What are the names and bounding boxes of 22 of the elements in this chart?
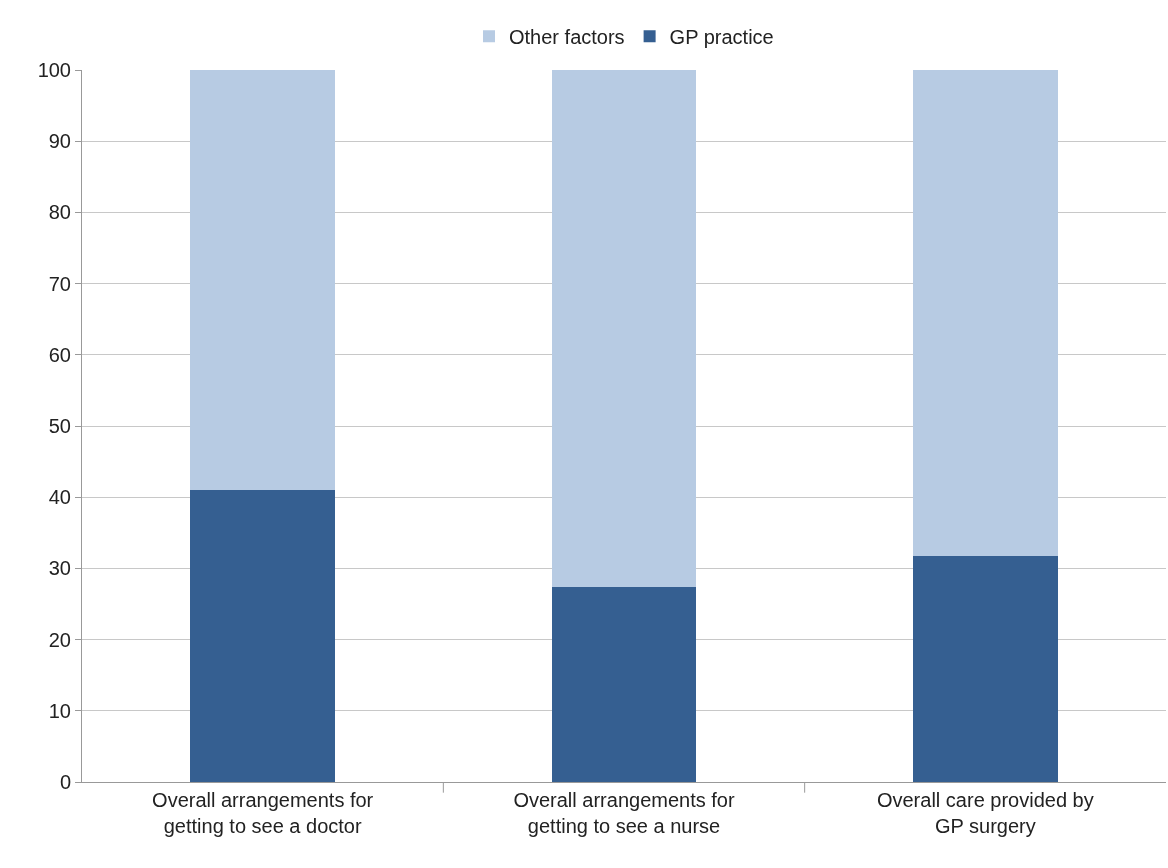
- y-tick-label: 30: [48, 557, 71, 580]
- bar: [551, 70, 697, 587]
- bar: [190, 490, 335, 782]
- y-tick-label: 70: [48, 272, 71, 295]
- bar: [551, 586, 697, 782]
- y-tick-label: 40: [48, 486, 71, 509]
- y-tick-label: 80: [48, 201, 71, 224]
- x-tick-label: Overall arrangements for getting to see a nurse: [513, 789, 735, 837]
- bar: [913, 556, 1058, 782]
- y-tick-label: 60: [48, 343, 71, 366]
- bar: [913, 70, 1058, 557]
- x-tick-label: Overall care provided by GP surgery: [876, 789, 1094, 837]
- y-tick-label: 100: [37, 59, 71, 81]
- y-tick-label: 0: [59, 771, 71, 793]
- x-tick-label: Overall arrangements for getting to see a doctor: [152, 789, 374, 837]
- y-tick-label: 90: [48, 130, 71, 153]
- legend-label: Other factors: [509, 26, 625, 49]
- y-tick-label: 50: [48, 415, 71, 437]
- bar: [190, 70, 335, 491]
- legend-label: GP practice: [669, 26, 774, 49]
- y-tick-label: 20: [48, 628, 71, 651]
- y-tick-label: 10: [48, 699, 71, 722]
